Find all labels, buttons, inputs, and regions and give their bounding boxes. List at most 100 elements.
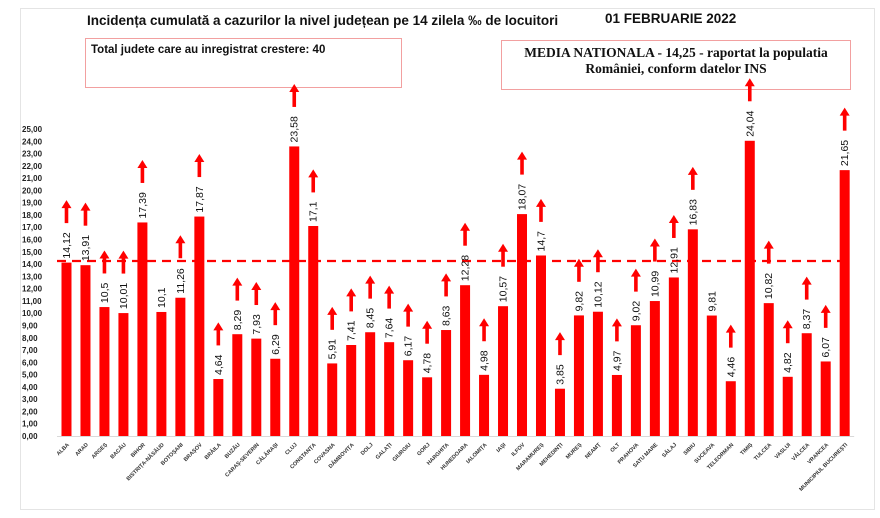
arrow-head: [175, 235, 186, 244]
bar: [687, 229, 698, 436]
increase-arrow-icon: [763, 240, 774, 264]
arrow-shaft: [102, 257, 107, 274]
arrow-head: [213, 322, 224, 331]
arrow-head: [517, 151, 528, 160]
data-label: 10,1: [156, 287, 168, 308]
arrow-head: [308, 169, 319, 178]
y-tick-label: 1,00: [22, 420, 38, 429]
arrow-shaft: [501, 250, 505, 267]
y-tick-label: 25,00: [22, 125, 43, 134]
arrow-shaft: [235, 284, 240, 301]
increase-arrow-icon: [213, 322, 224, 346]
arrow-head: [725, 324, 736, 333]
y-tick-label: 23,00: [22, 150, 43, 159]
data-label: 4,46: [725, 357, 737, 378]
arrow-shaft: [766, 247, 771, 264]
data-label: 4,78: [422, 353, 434, 374]
data-label: 9,81: [706, 291, 718, 312]
y-tick-label: 15,00: [22, 248, 43, 257]
bars: [61, 140, 850, 436]
data-label: 4,64: [213, 354, 225, 375]
arrow-shaft: [349, 295, 353, 312]
national-average-box: MEDIA NATIONALA - 14,25 - raportat la po…: [501, 40, 851, 90]
x-tick-label: NEAMȚ: [584, 442, 603, 461]
bar: [289, 146, 300, 436]
increase-arrow-icon: [573, 258, 584, 282]
arrow-head: [554, 332, 565, 341]
arrow-head: [573, 258, 584, 267]
arrow-shaft: [216, 329, 221, 346]
arrow-head: [611, 318, 622, 327]
bar: [99, 307, 110, 436]
bar: [554, 388, 565, 436]
increase-arrow-icon: [422, 320, 433, 344]
arrow-shaft: [785, 327, 790, 344]
increase-arrow-icon: [270, 302, 281, 326]
bar: [725, 381, 736, 436]
y-tick-label: 4,00: [22, 383, 38, 392]
data-label: 10,5: [99, 282, 111, 303]
y-tick-label: 2,00: [22, 407, 38, 416]
arrow-shaft: [463, 229, 467, 246]
data-label: 4,97: [611, 350, 623, 371]
y-tick-label: 14,00: [22, 260, 43, 269]
data-label: 6,29: [270, 334, 282, 355]
arrow-shaft: [596, 256, 600, 273]
date-label: 01 FEBRUARIE 2022: [605, 11, 737, 26]
arrow-shaft: [197, 161, 202, 178]
increase-arrow-icon: [744, 78, 755, 102]
arrow-head: [763, 240, 774, 249]
increase-arrow-icon: [251, 282, 262, 306]
data-label: 3,85: [554, 364, 566, 385]
increase-arrow-icon: [365, 275, 376, 299]
arrow-shaft: [140, 166, 145, 183]
increase-arrows: [61, 78, 850, 356]
data-label: 8,45: [365, 308, 377, 329]
y-axis: 0,00 1,00 2,00 3,00 4,00 5,00 6,00 7,00 8,00 9,00…: [22, 125, 855, 441]
arrow-head: [668, 214, 679, 223]
increase-arrow-icon: [384, 285, 395, 309]
arrow-head: [782, 320, 793, 329]
bar: [706, 315, 717, 436]
data-label: 6,07: [820, 337, 832, 358]
x-axis-labels: ALBA ARAD ARGEȘ BACĂU BIHORBISTRIȚA-NĂSĂUDBO…: [56, 441, 850, 493]
y-tick-label: 5,00: [22, 371, 38, 380]
arrow-head: [460, 222, 471, 231]
arrow-shaft: [482, 325, 486, 342]
arrow-shaft: [728, 331, 733, 348]
arrow-head: [118, 250, 129, 259]
x-tick-label: ARAD: [74, 442, 89, 457]
bar: [346, 345, 357, 436]
data-label: 10,01: [118, 283, 130, 309]
data-label: 17,39: [137, 192, 149, 218]
arrow-shaft: [634, 275, 638, 292]
arrow-shaft: [292, 90, 297, 107]
bar: [839, 170, 850, 436]
arrow-head: [232, 277, 243, 286]
increase-arrow-icon: [668, 214, 679, 238]
increase-arrow-icon: [232, 277, 243, 301]
arrow-head: [289, 83, 300, 92]
x-tick-label: BUZĂU: [223, 441, 242, 460]
arrow-shaft: [539, 205, 543, 222]
x-tick-label: BRĂILA: [203, 441, 223, 461]
data-label: 12,28: [460, 255, 472, 281]
arrow-head: [839, 107, 850, 116]
increase-arrow-icon: [839, 107, 850, 131]
data-label: 23,58: [289, 116, 301, 142]
x-tick-label: BIHOR: [130, 442, 147, 459]
arrow-head: [422, 320, 433, 329]
arrow-head: [194, 154, 205, 163]
data-label: 10,57: [498, 276, 510, 302]
x-tick-label: OLT: [610, 442, 622, 454]
arrow-shaft: [273, 309, 278, 326]
increase-arrow-icon: [118, 250, 129, 274]
x-tick-label: IALOMIȚA: [465, 442, 488, 465]
bar: [232, 334, 243, 436]
bar: [365, 332, 376, 436]
x-tick-label: BRAȘOV: [183, 442, 204, 463]
arrow-shaft: [823, 311, 828, 328]
x-tick-label: IAȘI: [496, 442, 508, 454]
arrow-shaft: [254, 289, 259, 306]
bar: [61, 262, 72, 436]
